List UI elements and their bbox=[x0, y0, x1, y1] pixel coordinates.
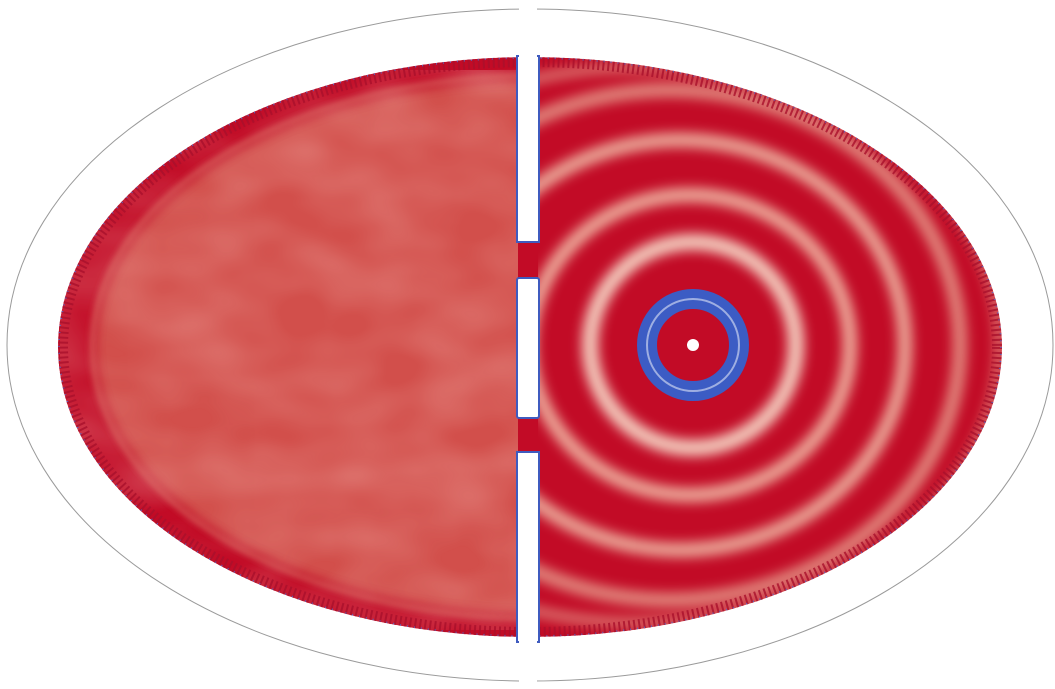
field-image bbox=[0, 0, 1055, 689]
left-texture bbox=[60, 70, 520, 630]
barrier-bottom bbox=[519, 640, 537, 689]
barrier-segment bbox=[517, 278, 539, 418]
barrier-top bbox=[519, 0, 537, 58]
barrier-segment bbox=[517, 452, 539, 662]
source-point bbox=[687, 339, 699, 351]
barrier-segment bbox=[517, 40, 539, 242]
barrier bbox=[517, 0, 539, 689]
